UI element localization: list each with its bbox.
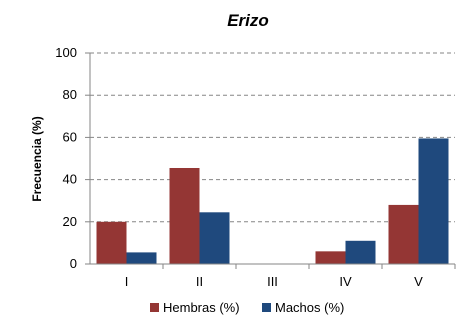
bar bbox=[96, 221, 127, 264]
y-tick-label: 80 bbox=[63, 87, 77, 102]
y-tick-label: 100 bbox=[55, 45, 77, 60]
bars bbox=[96, 138, 449, 264]
legend-swatch bbox=[150, 303, 159, 312]
x-tick-label: I bbox=[125, 274, 129, 289]
chart-title: Erizo bbox=[227, 11, 269, 30]
bar bbox=[199, 212, 230, 264]
legend-label: Machos (%) bbox=[275, 300, 344, 315]
bar bbox=[418, 138, 449, 264]
bar bbox=[345, 240, 376, 264]
legend-label: Hembras (%) bbox=[163, 300, 240, 315]
x-tick-label: II bbox=[196, 274, 203, 289]
gridlines bbox=[85, 52, 455, 265]
bar bbox=[169, 167, 200, 264]
y-tick-label: 20 bbox=[63, 214, 77, 229]
y-tick-label: 60 bbox=[63, 129, 77, 144]
legend: Hembras (%) Machos (%) bbox=[150, 300, 344, 315]
bar bbox=[315, 251, 346, 264]
x-tick-labels: I II III IV V bbox=[125, 264, 456, 289]
x-tick-label: III bbox=[267, 274, 278, 289]
y-axis-label: Frecuencia (%) bbox=[30, 116, 44, 201]
y-tick-labels: 0 20 40 60 80 100 bbox=[55, 45, 77, 271]
y-tick-label: 40 bbox=[63, 172, 77, 187]
y-tick-label: 0 bbox=[70, 256, 77, 271]
bar bbox=[126, 252, 157, 264]
bar bbox=[388, 204, 419, 264]
x-tick-label: V bbox=[414, 274, 423, 289]
legend-swatch bbox=[262, 303, 271, 312]
x-tick-label: IV bbox=[339, 274, 352, 289]
